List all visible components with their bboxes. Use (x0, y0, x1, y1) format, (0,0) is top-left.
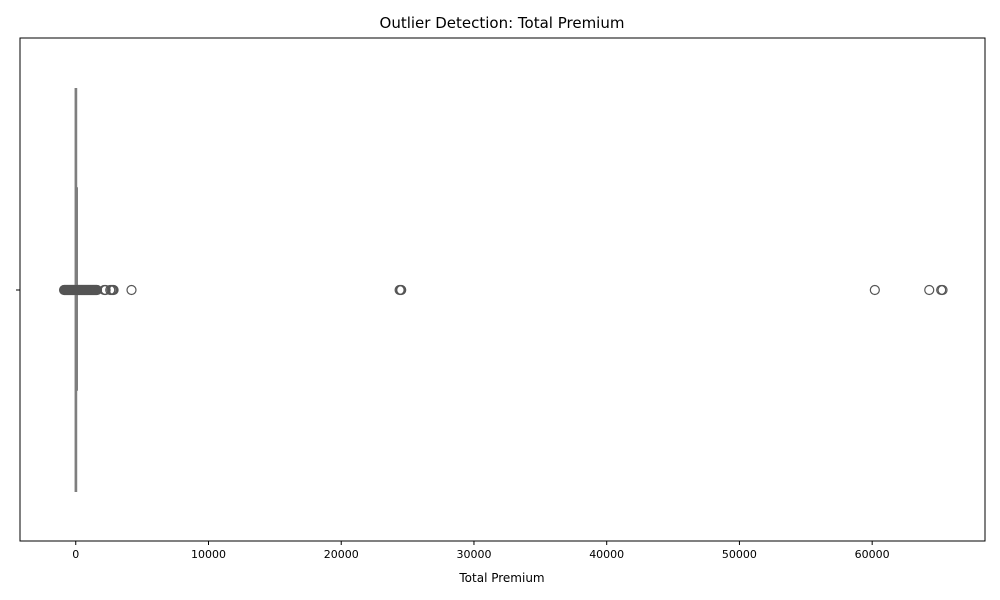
x-tick-label: 60000 (855, 548, 890, 561)
outlier-point (396, 284, 407, 296)
outlier-point (100, 284, 111, 296)
outlier-point (869, 284, 880, 296)
x-axis-label: Total Premium (458, 571, 544, 585)
outlier-point (126, 284, 137, 296)
x-tick-label: 0 (72, 548, 79, 561)
outlier-point (924, 284, 935, 296)
x-tick-label: 20000 (324, 548, 359, 561)
outlier-point (937, 284, 948, 296)
outlier-point (108, 284, 119, 296)
x-tick-label: 40000 (589, 548, 624, 561)
x-tick-label: 30000 (456, 548, 491, 561)
x-tick-label: 10000 (191, 548, 226, 561)
chart-title: Outlier Detection: Total Premium (380, 14, 625, 32)
outlier-points (58, 284, 948, 296)
x-tick-label: 50000 (722, 548, 757, 561)
x-axis-ticks: 0 10000 20000 30000 40000 50000 60000 (72, 541, 890, 561)
plot-frame (19, 37, 986, 542)
